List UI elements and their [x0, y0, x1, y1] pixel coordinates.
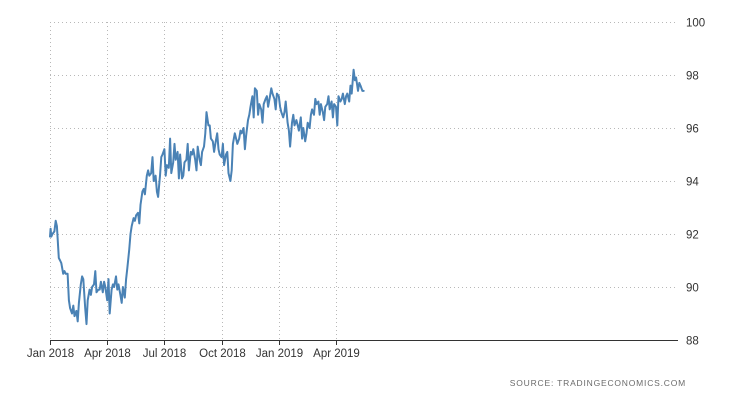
x-tick-label: Jul 2018 [143, 348, 186, 360]
y-tick-label: 88 [686, 336, 699, 348]
series-layer [49, 68, 365, 326]
y-tick-label: 90 [686, 283, 699, 295]
y-tick-label: 100 [686, 18, 705, 30]
y-tick-label: 98 [686, 71, 699, 83]
x-tick-label: Apr 2019 [313, 348, 360, 360]
chart-axes [50, 340, 678, 345]
series-line-0 [49, 68, 365, 326]
source-label: SOURCE: TRADINGECONOMICS.COM [509, 378, 686, 388]
x-tick-label: Apr 2018 [84, 348, 131, 360]
x-tick-label: Jan 2018 [27, 348, 74, 360]
y-tick-label: 96 [686, 124, 699, 136]
y-axis-ticks: 88 90 92 94 96 98 100 [686, 18, 705, 348]
x-axis-ticks: Jan 2018 Apr 2018 Jul 2018 Oct 2018 Jan 2019… [27, 348, 360, 360]
x-tick-label: Oct 2018 [199, 348, 246, 360]
chart-grid [50, 22, 678, 340]
x-tick-label: Jan 2019 [256, 348, 303, 360]
y-tick-label: 94 [686, 177, 699, 189]
y-tick-label: 92 [686, 230, 699, 242]
